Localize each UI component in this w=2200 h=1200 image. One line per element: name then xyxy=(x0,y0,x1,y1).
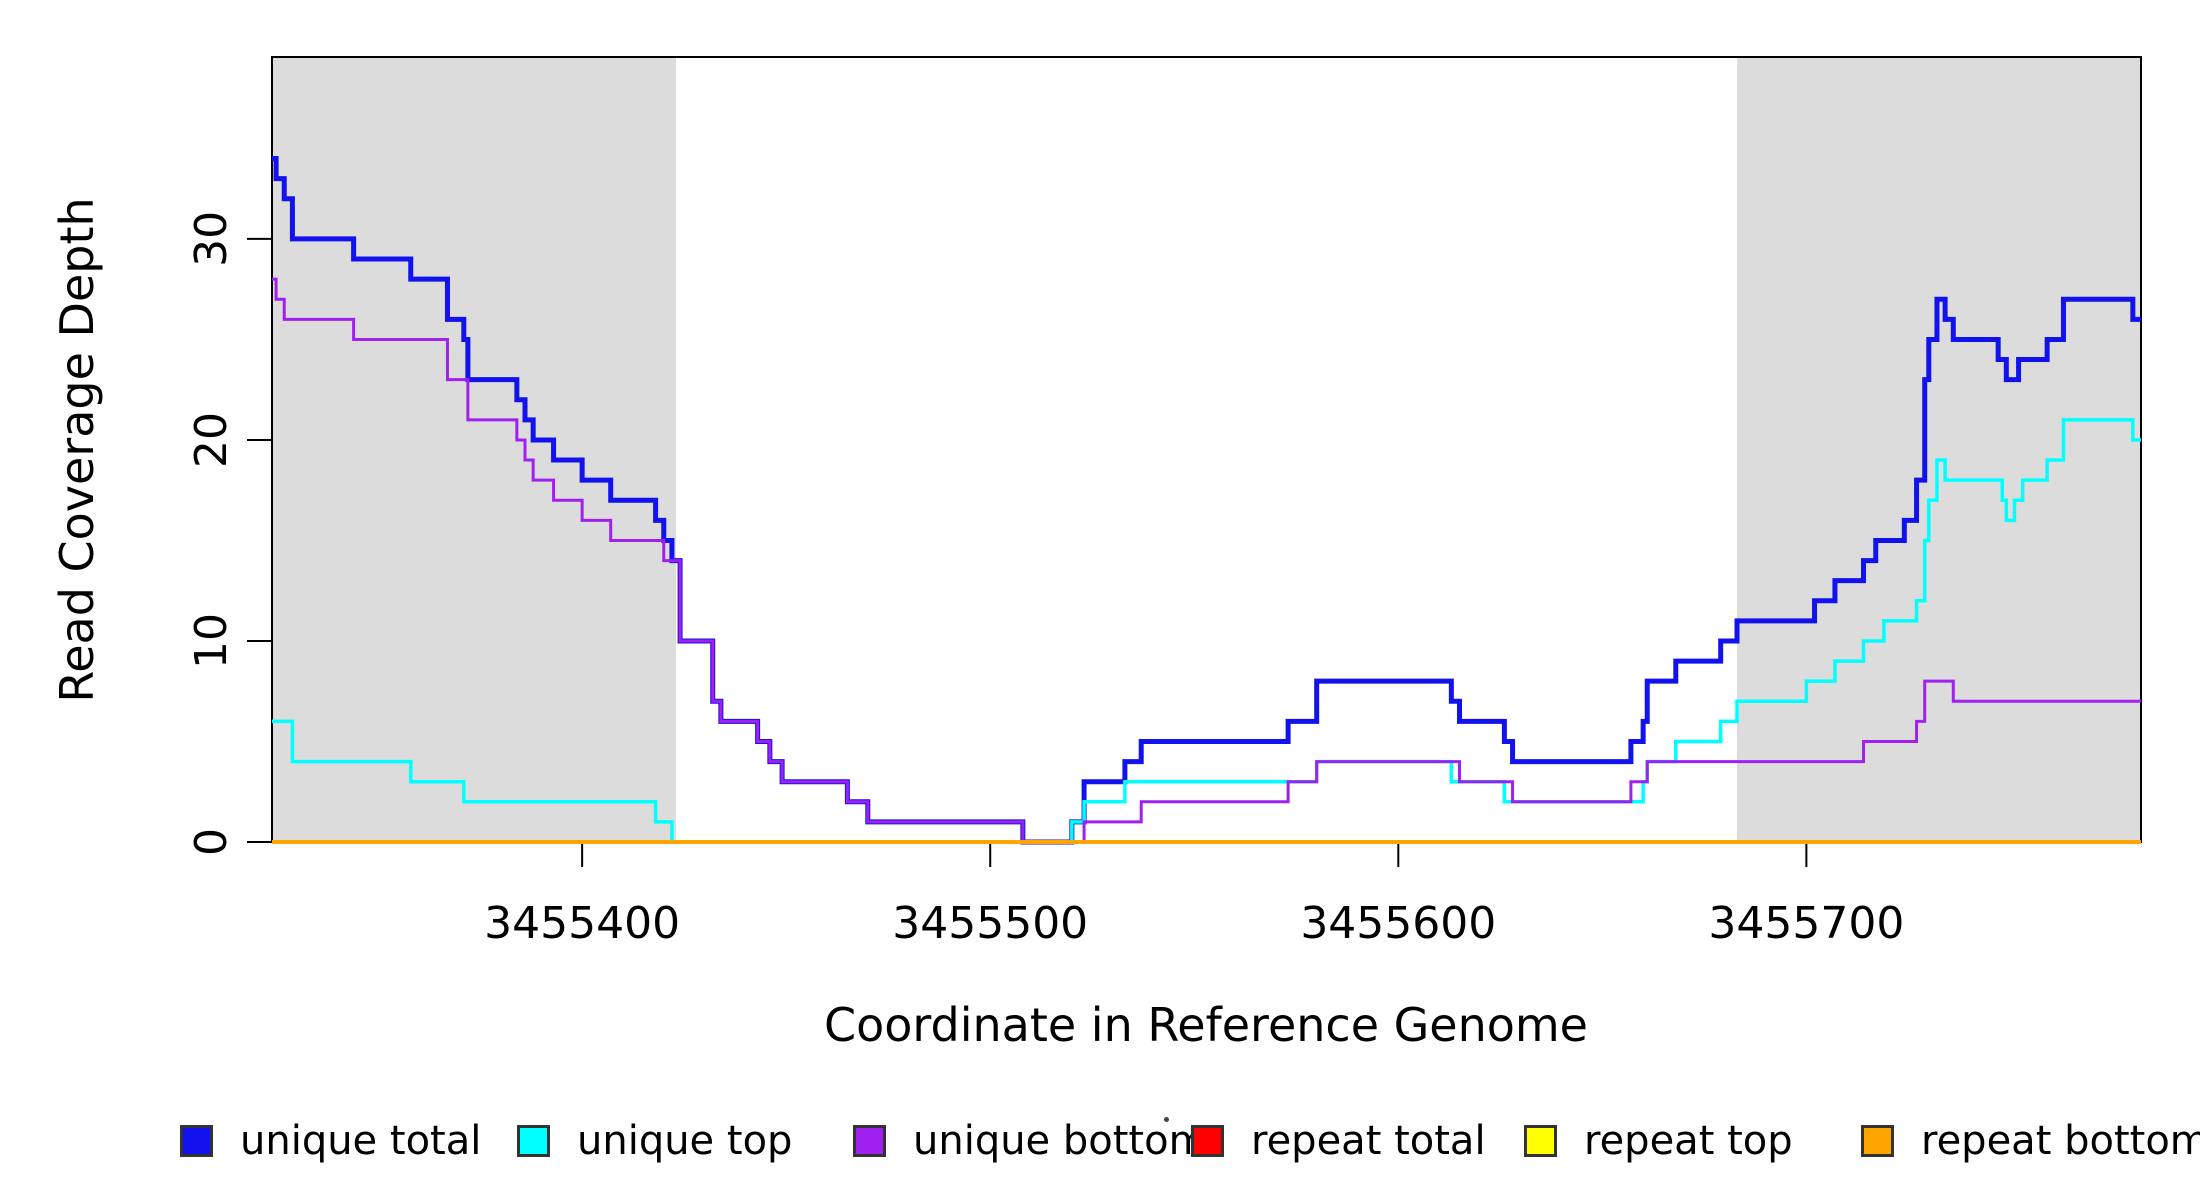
x-axis-tick-label: 3455600 xyxy=(1300,898,1496,949)
y-axis-tick-label: 10 xyxy=(186,613,237,669)
y-axis-title: Read Coverage Depth xyxy=(50,197,104,703)
x-axis-tick-label: 3455700 xyxy=(1708,898,1904,949)
y-axis-tick-label: 20 xyxy=(186,412,237,468)
series-unique-total-line xyxy=(272,156,2141,845)
x-axis-title: Coordinate in Reference Genome xyxy=(824,998,1588,1052)
x-axis-tick-label: 3455500 xyxy=(892,898,1088,949)
y-axis-tick-label: 30 xyxy=(186,211,237,267)
x-axis-tick-label: 3455400 xyxy=(484,898,680,949)
shaded-region-right xyxy=(1737,58,2141,841)
y-axis-tick-label: 0 xyxy=(186,828,237,856)
stray-dot xyxy=(1164,1117,1169,1122)
series-unique-bottom-line xyxy=(272,277,2141,844)
shaded-region-left xyxy=(272,58,676,841)
